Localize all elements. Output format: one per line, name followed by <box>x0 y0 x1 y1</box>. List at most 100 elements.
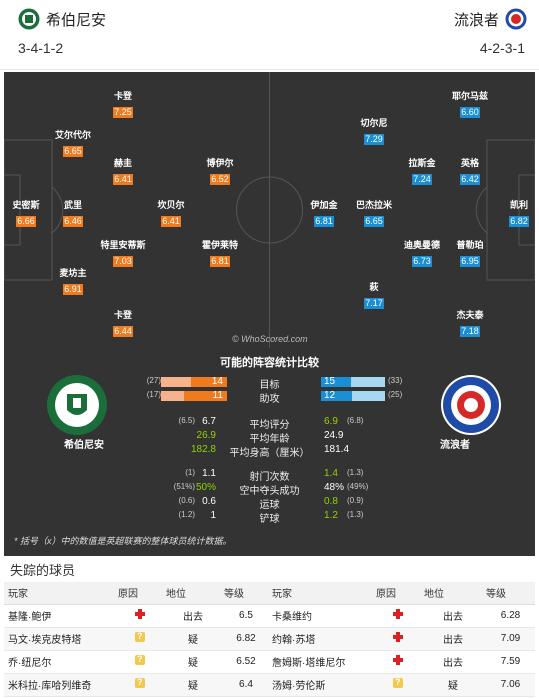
player-name: 博伊尔 <box>206 158 234 168</box>
col-header: 地位 <box>162 582 220 605</box>
player-name: 史密斯 <box>12 200 40 210</box>
lineup-stats-comparison: 可能的阵容统计比较 希伯尼安 流浪者 (27) 14 目标 15 (33) <box>4 348 535 556</box>
home-season-value: (6.5) <box>178 416 195 425</box>
home-value: 1 <box>210 510 216 521</box>
away-player[interactable]: 普勒珀 6.95 <box>440 240 500 269</box>
away-value: 15 <box>324 376 336 387</box>
home-player[interactable]: 艾尔代尔 6.65 <box>43 130 103 159</box>
rating: 7.06 <box>482 673 535 697</box>
away-player[interactable]: 伊加金 6.81 <box>294 200 354 229</box>
away-season-value: (6.8) <box>347 416 364 425</box>
home-season-value: (1.2) <box>178 510 195 519</box>
rating: 7.59 <box>482 650 535 674</box>
match-header: 希伯尼安 3-4-1-2 流浪者 4-2-3-1 <box>0 0 539 70</box>
lineup-pitch: 卡登 7.25 艾尔代尔 6.65 赫圭 6.41 博伊尔 6.52 史密斯 6.66 武… <box>4 72 535 348</box>
away-player-name[interactable]: 卡桑维约 <box>268 604 372 628</box>
home-player[interactable]: 麦坊主 6.91 <box>43 268 103 297</box>
away-formation: 4-2-3-1 <box>479 40 525 56</box>
reason-cell <box>114 673 162 697</box>
home-player[interactable]: 霍伊莱特 6.81 <box>190 240 250 269</box>
home-player[interactable]: 史密斯 6.66 <box>4 200 56 229</box>
doubt-icon <box>135 677 145 688</box>
hibernian-crest-icon <box>18 8 40 30</box>
away-value: 48% <box>324 482 345 493</box>
stats-footnote: * 括号（x）中的数值是英超联赛的整体球员统计数据。 <box>14 536 232 546</box>
away-player[interactable]: 迪奥曼德 6.73 <box>392 240 452 269</box>
status: 出去 <box>420 627 482 651</box>
stat-row-shots: (1) 1.1 射门次数 1.4 (1.3) <box>4 468 535 483</box>
away-bar <box>321 391 352 401</box>
stat-row-assists: (17) 11 助攻 12 (25) <box>4 390 535 405</box>
home-team-label: 希伯尼安 <box>64 440 104 451</box>
away-bar-bg <box>321 377 385 387</box>
player-name: 耶尔马兹 <box>451 91 488 101</box>
home-value: 26.9 <box>196 430 216 441</box>
pitch-markings <box>4 72 535 348</box>
away-player[interactable]: 英格 6.42 <box>440 158 500 187</box>
player-name: 巴杰拉米 <box>355 200 392 210</box>
home-player[interactable]: 坎贝尔 6.41 <box>141 200 201 229</box>
home-player-name[interactable]: 米科拉·库哈列维奇 <box>4 673 114 697</box>
col-header: 原因 <box>372 582 420 605</box>
home-player[interactable]: 卡登 7.25 <box>93 91 153 120</box>
home-player-name[interactable]: 乔·纽尼尔 <box>4 650 114 674</box>
player-rating: 7.17 <box>364 298 384 309</box>
away-player-name[interactable]: 詹姆斯·塔维尼尔 <box>268 650 372 674</box>
home-season-value: (27) <box>146 376 161 385</box>
player-rating: 6.42 <box>460 174 480 185</box>
away-value: 1.4 <box>324 468 338 479</box>
home-season-value: (51%) <box>173 482 195 491</box>
stats-title: 可能的阵容统计比较 <box>220 357 319 369</box>
player-rating: 6.60 <box>460 107 480 118</box>
away-player[interactable]: 凯利 6.82 <box>489 200 535 229</box>
col-header: 玩家 <box>268 582 372 605</box>
home-player[interactable]: 卡登 6.44 <box>93 310 153 339</box>
status: 疑 <box>420 673 482 697</box>
away-season-value: (49%) <box>347 482 369 491</box>
stat-row-dribbles: (0.6) 0.6 运球 0.8 (0.9) <box>4 496 535 511</box>
home-value: 182.8 <box>190 444 216 455</box>
home-player-name[interactable]: 马文·埃克皮特塔 <box>4 627 114 651</box>
away-team[interactable]: 流浪者 <box>454 8 527 30</box>
home-value: 6.7 <box>202 416 216 427</box>
home-player[interactable]: 博伊尔 6.52 <box>190 158 250 187</box>
stat-label: 运球 <box>259 500 280 511</box>
player-rating: 7.03 <box>113 256 133 267</box>
rangers-crest-icon <box>505 8 527 30</box>
player-rating: 6.44 <box>113 326 133 337</box>
player-rating: 6.65 <box>63 146 83 157</box>
rating: 6.82 <box>220 627 268 651</box>
away-player[interactable]: 耶尔马兹 6.60 <box>440 91 500 120</box>
away-player[interactable]: 拉斯金 7.24 <box>392 158 452 187</box>
home-value: 14 <box>211 376 223 387</box>
player-rating: 7.24 <box>412 174 432 185</box>
stat-row-tackles: (1.2) 1 铲球 1.2 (1.3) <box>4 510 535 525</box>
player-rating: 6.81 <box>210 256 230 267</box>
reason-cell <box>114 604 162 628</box>
reason-cell <box>372 650 420 674</box>
away-player-name[interactable]: 汤姆·劳伦斯 <box>268 673 372 697</box>
home-player[interactable]: 特里安蒂斯 7.03 <box>93 240 153 269</box>
away-player[interactable]: 萩 7.17 <box>344 282 404 311</box>
injury-icon <box>393 632 403 642</box>
table-header-row: 玩家 原因 地位 等级 玩家 原因 地位 等级 <box>4 582 535 605</box>
player-name: 特里安蒂斯 <box>100 240 146 250</box>
status: 疑 <box>162 627 220 651</box>
away-player[interactable]: 杰夫泰 7.18 <box>440 310 500 339</box>
stat-row-avg-height: 182.8 平均身高（厘米） 181.4 <box>4 444 535 459</box>
away-bar-bg <box>321 391 385 401</box>
missing-players-title: 失踪的球员 <box>10 563 76 578</box>
home-player[interactable]: 武里 6.46 <box>43 200 103 229</box>
home-player-name[interactable]: 基隆·鲍伊 <box>4 604 114 628</box>
home-team[interactable]: 希伯尼安 <box>18 8 106 30</box>
player-rating: 6.66 <box>16 216 36 227</box>
rangers-crest-icon <box>441 375 501 435</box>
stat-label: 平均评分 <box>249 420 290 431</box>
home-formation: 3-4-1-2 <box>18 40 64 56</box>
away-player[interactable]: 切尔尼 7.29 <box>344 118 404 147</box>
injury-icon <box>393 609 403 619</box>
away-player-name[interactable]: 约翰·苏塔 <box>268 627 372 651</box>
away-player[interactable]: 巴杰拉米 6.65 <box>344 200 404 229</box>
home-player[interactable]: 赫圭 6.41 <box>93 158 153 187</box>
